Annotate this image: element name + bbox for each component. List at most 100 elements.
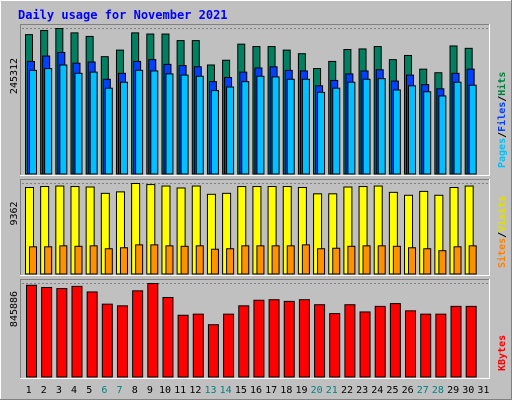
legend-entry: /: [497, 132, 508, 138]
bar-sites-day-6: [104, 248, 113, 275]
x-tick-label-day-8: 8: [132, 385, 138, 396]
bar-kbytes-day-29: [450, 305, 462, 378]
chart-panels: 245312Pages/Files/Hits9362Sites/Visits84…: [9, 24, 508, 379]
bar-pages-day-9: [150, 70, 159, 175]
x-tick-label-day-6: 6: [101, 385, 107, 396]
x-tick-label-day-17: 17: [265, 385, 277, 396]
x-tick-label-day-15: 15: [235, 385, 247, 396]
bar-sites-day-29: [453, 246, 462, 275]
bar-sites-day-15: [241, 245, 250, 275]
bar-sites-day-30: [468, 245, 477, 275]
bar-kbytes-day-25: [389, 303, 401, 378]
bar-pages-day-4: [74, 72, 83, 175]
bar-pages-day-24: [377, 78, 386, 175]
bar-sites-day-19: [301, 244, 310, 275]
bar-sites-day-5: [89, 245, 98, 275]
bar-kbytes-day-9: [147, 283, 159, 378]
bar-pages-day-16: [256, 75, 265, 175]
x-tick-label-day-9: 9: [147, 385, 153, 396]
bar-kbytes-day-20: [314, 304, 326, 378]
bar-sites-day-4: [74, 245, 83, 275]
bar-sites-day-20: [317, 248, 326, 275]
bar-sites-day-14: [226, 248, 235, 275]
bar-sites-day-24: [377, 245, 386, 275]
bar-sites-day-16: [256, 245, 265, 275]
x-tick-label-day-29: 29: [447, 385, 459, 396]
bar-sites-day-17: [271, 245, 280, 275]
x-tick-label-day-5: 5: [86, 385, 92, 396]
bar-sites-day-27: [423, 248, 432, 275]
legend-entry: Hits: [496, 72, 508, 96]
bar-pages-day-10: [165, 73, 174, 175]
bar-kbytes-day-14: [223, 313, 235, 378]
bar-pages-day-28: [438, 95, 447, 175]
bar-pages-day-14: [226, 86, 235, 175]
bar-kbytes-day-26: [405, 310, 417, 378]
bar-kbytes-day-18: [283, 300, 295, 378]
bar-pages-day-13: [210, 90, 219, 175]
panel-hits-legend: Pages/Files/Hits: [496, 72, 508, 168]
panel-kbytes: 845886 KBytes: [9, 279, 508, 379]
bar-kbytes-day-21: [329, 313, 341, 378]
x-tick-label-day-20: 20: [311, 385, 323, 396]
x-tick-label-day-28: 28: [432, 385, 444, 396]
bar-kbytes-day-27: [420, 313, 432, 378]
bar-kbytes-day-17: [268, 299, 280, 378]
x-tick-label-day-26: 26: [402, 385, 414, 396]
bar-pages-day-6: [104, 87, 113, 175]
bar-sites-day-28: [438, 250, 447, 275]
bar-pages-day-30: [468, 84, 477, 175]
bar-sites-day-3: [59, 245, 68, 275]
bar-kbytes-day-8: [132, 290, 144, 378]
bar-pages-day-17: [271, 76, 280, 175]
bar-pages-day-18: [286, 78, 295, 175]
panel-visits: 9362 Sites/Visits: [9, 179, 508, 276]
bar-kbytes-day-11: [177, 314, 189, 378]
legend-entry: Pages: [497, 138, 508, 168]
bar-pages-day-19: [301, 78, 310, 175]
bar-sites-day-18: [286, 245, 295, 275]
bar-kbytes-day-24: [374, 305, 386, 378]
bar-kbytes-day-2: [41, 286, 53, 378]
bar-pages-day-5: [89, 71, 98, 175]
x-tick-label-day-18: 18: [280, 385, 292, 396]
bar-kbytes-day-22: [344, 304, 356, 378]
legend-entry: /: [497, 96, 508, 102]
x-tick-label-day-10: 10: [159, 385, 171, 396]
legend-entry: /: [497, 232, 508, 238]
x-tick-label-day-31: 31: [477, 385, 489, 396]
bar-sites-day-23: [362, 245, 371, 275]
x-axis-labels: 1 2 3 4 5 6 7 8 9 10 11 12 13 14 15 16 17 18 19 20 21 22 23 24 2…: [26, 385, 490, 396]
legend-entry: KBytes: [497, 335, 508, 371]
bar-kbytes-day-13: [207, 324, 219, 378]
bar-kbytes-day-16: [253, 299, 265, 378]
bar-pages-day-7: [119, 81, 128, 175]
x-tick-label-day-3: 3: [56, 385, 62, 396]
x-tick-label-day-13: 13: [204, 385, 216, 396]
bar-kbytes-day-23: [359, 311, 371, 378]
x-tick-label-day-24: 24: [371, 385, 383, 396]
bar-kbytes-day-15: [238, 305, 250, 378]
bar-kbytes-day-28: [435, 313, 447, 378]
bar-kbytes-day-5: [86, 291, 98, 378]
bar-sites-day-9: [150, 244, 159, 275]
x-tick-label-day-21: 21: [326, 385, 338, 396]
x-tick-label-day-1: 1: [26, 385, 32, 396]
x-tick-label-day-19: 19: [295, 385, 307, 396]
legend-entry: Files: [496, 102, 508, 132]
bar-sites-day-11: [180, 245, 189, 275]
x-tick-label-day-2: 2: [41, 385, 47, 396]
bar-pages-day-3: [59, 64, 68, 175]
bar-pages-day-20: [317, 91, 326, 175]
bar-pages-day-2: [44, 68, 53, 175]
x-tick-label-day-7: 7: [117, 385, 123, 396]
bar-sites-day-1: [29, 246, 37, 275]
bar-sites-day-10: [165, 245, 174, 275]
x-tick-label-day-12: 12: [189, 385, 201, 396]
x-tick-label-day-27: 27: [417, 385, 429, 396]
panel-hits-max-label: 245312: [9, 58, 20, 94]
bar-kbytes-day-10: [162, 296, 174, 378]
bar-pages-day-8: [135, 69, 144, 175]
